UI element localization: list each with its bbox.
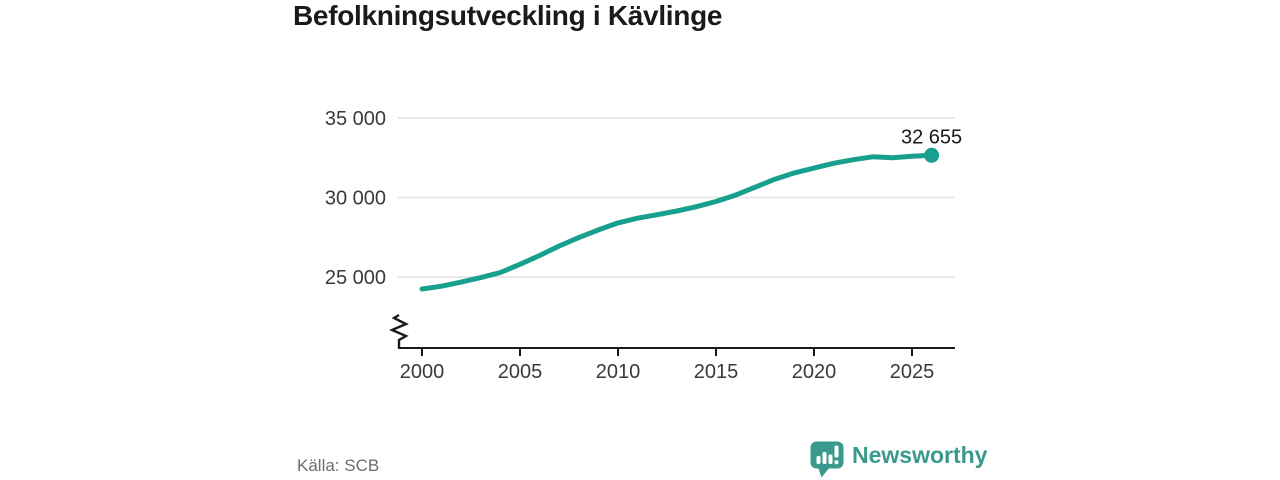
newsworthy-speech-bubble-chart-icon <box>810 441 844 478</box>
x-axis-tick-label: 2000 <box>400 361 445 383</box>
series-line <box>419 152 935 292</box>
bubble-tail <box>818 467 830 478</box>
end-point-marker <box>924 147 940 163</box>
source-label: Källa: SCB <box>297 456 380 475</box>
x-axis-tick-label: 2020 <box>792 361 837 383</box>
y-axis-tick-label: 30 000 <box>325 188 386 210</box>
axis-break-icon <box>388 313 409 348</box>
newsworthy-logo[interactable]: Newsworthy <box>810 441 987 478</box>
x-axis-tick-label: 2015 <box>694 361 739 383</box>
x-axis-tick-label: 2025 <box>890 361 935 383</box>
x-axis-tick-label: 2005 <box>498 361 543 383</box>
chart-title: Befolkningsutveckling i Kävlinge <box>293 0 723 31</box>
x-axis-tick-label: 2010 <box>596 361 641 383</box>
newsworthy-wordmark: Newsworthy <box>852 442 988 468</box>
y-axis-tick-label: 35 000 <box>325 108 386 130</box>
bubble-body <box>810 441 844 469</box>
end-value-label: 32 655 <box>901 126 962 148</box>
y-axis-tick-label: 25 000 <box>325 267 386 289</box>
